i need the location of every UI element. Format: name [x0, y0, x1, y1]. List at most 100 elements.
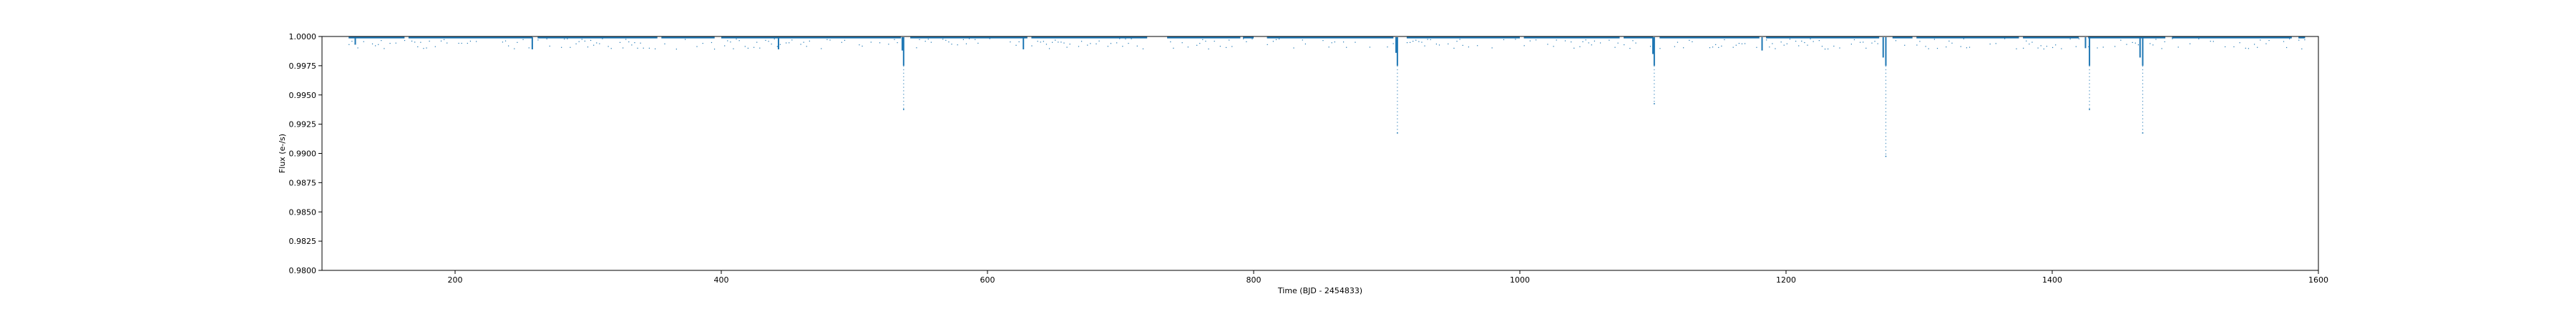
flux-point [1052, 41, 1053, 43]
dip-minimum-point [1885, 155, 1887, 157]
flux-baseline-segment [1167, 36, 1241, 39]
flux-point [1756, 46, 1757, 48]
dip-minimum-point [2089, 109, 2090, 110]
flux-point [434, 46, 436, 47]
flux-baseline-segment [910, 36, 1028, 39]
dip-point [1885, 149, 1887, 151]
flux-point [1951, 42, 1953, 44]
flux-point [528, 47, 530, 49]
flux-point [1818, 40, 1820, 41]
dip-point [903, 104, 904, 106]
dip-point [903, 72, 904, 74]
flux-point [791, 39, 793, 41]
flux-point [930, 41, 932, 43]
dip-point [2142, 100, 2144, 102]
flux-point [2075, 46, 2077, 47]
flux-point [1871, 42, 1873, 44]
dip-point [2142, 65, 2144, 67]
flux-point [977, 42, 979, 44]
flux-point [1453, 47, 1455, 49]
flux-point [631, 44, 633, 46]
dip-point [2142, 97, 2144, 99]
x-tick-label: 1200 [1776, 275, 1796, 285]
flux-point [1090, 43, 1091, 44]
flux-point [1523, 45, 1525, 46]
flux-point [458, 42, 459, 44]
dip-point [2142, 118, 2144, 119]
x-tick-label: 200 [448, 275, 463, 285]
x-axis-label: Time (BJD - 2454833) [1277, 286, 1362, 295]
flux-point [1968, 46, 1971, 48]
dip-point [1885, 83, 1887, 84]
flux-point [765, 39, 766, 41]
x-tick-label: 1600 [2308, 275, 2328, 285]
flux-point [1674, 46, 1675, 47]
flux-point [378, 44, 379, 45]
flux-point [1491, 47, 1493, 49]
flux-point [1712, 46, 1714, 48]
flux-point [1617, 42, 1619, 44]
flux-baseline-segment [1659, 36, 1760, 39]
flux-point [879, 42, 881, 44]
flux-point [389, 42, 391, 44]
dip-point [903, 97, 904, 99]
x-tick-label: 1400 [2042, 275, 2062, 285]
flux-point [1173, 47, 1174, 49]
flux-point [1853, 39, 1855, 41]
y-tick-label: 1.0000 [289, 32, 317, 41]
y-axis-label: Flux (e-/s) [278, 134, 287, 173]
dip-point [1885, 135, 1887, 137]
flux-point [1503, 39, 1505, 41]
flux-point [1677, 41, 1679, 43]
flux-baseline-segment [1031, 36, 1148, 39]
flux-point [1599, 42, 1601, 44]
flux-point [348, 44, 350, 45]
flux-point [1415, 39, 1417, 41]
flux-point [2257, 46, 2258, 48]
flux-point [502, 41, 504, 43]
dip-point [2142, 104, 2144, 106]
x-axis-ticks: 200 400 600 800 1000 1200 1400 1600 [448, 270, 2328, 285]
flux-point [916, 47, 917, 49]
flux-point [2248, 48, 2249, 49]
flux-point [753, 46, 755, 48]
flux-point [1087, 44, 1088, 46]
dip-point [2142, 114, 2144, 116]
x-tick-label: 800 [1246, 275, 1262, 285]
flux-baseline-segment [661, 36, 715, 39]
flux-baseline-segment [348, 36, 405, 39]
flux-point [593, 44, 595, 46]
dip-point [1885, 65, 1887, 67]
flux-point [1418, 41, 1420, 42]
y-axis-ticks: 0.9800 0.9825 0.9850 0.9875 0.9900 0.9925 0.99… [289, 32, 322, 275]
flux-point [561, 46, 562, 48]
flux-baseline-segment [1243, 36, 1254, 39]
dip-point [903, 107, 904, 109]
dip-minimum-point [1397, 132, 1398, 134]
flux-point [2177, 46, 2179, 48]
flux-point [1936, 48, 1938, 49]
flux-point [2298, 39, 2300, 41]
flux-point [1683, 47, 1684, 49]
flux-point [414, 41, 416, 43]
flux-point [1804, 41, 1805, 44]
flux-point [1196, 44, 1198, 46]
flux-point [1267, 44, 1268, 45]
flux-baseline-segment [1523, 36, 1620, 39]
flux-point [637, 47, 638, 49]
x-tick-label: 1000 [1510, 275, 1530, 285]
flux-baseline-segment [2023, 36, 2079, 39]
y-tick-label: 0.9850 [289, 207, 317, 217]
flux-baseline-segment [408, 36, 532, 39]
dip-point [903, 100, 904, 102]
flux-point [1738, 43, 1740, 44]
flux-point [2245, 47, 2246, 49]
dip-point [1885, 118, 1887, 119]
flux-point [1438, 44, 1440, 46]
x-tick-label: 600 [980, 275, 995, 285]
flux-point [640, 42, 641, 44]
flux-point [357, 47, 358, 49]
flux-point [1477, 45, 1478, 46]
flux-point [1116, 42, 1118, 44]
flux-point [1865, 47, 1867, 49]
